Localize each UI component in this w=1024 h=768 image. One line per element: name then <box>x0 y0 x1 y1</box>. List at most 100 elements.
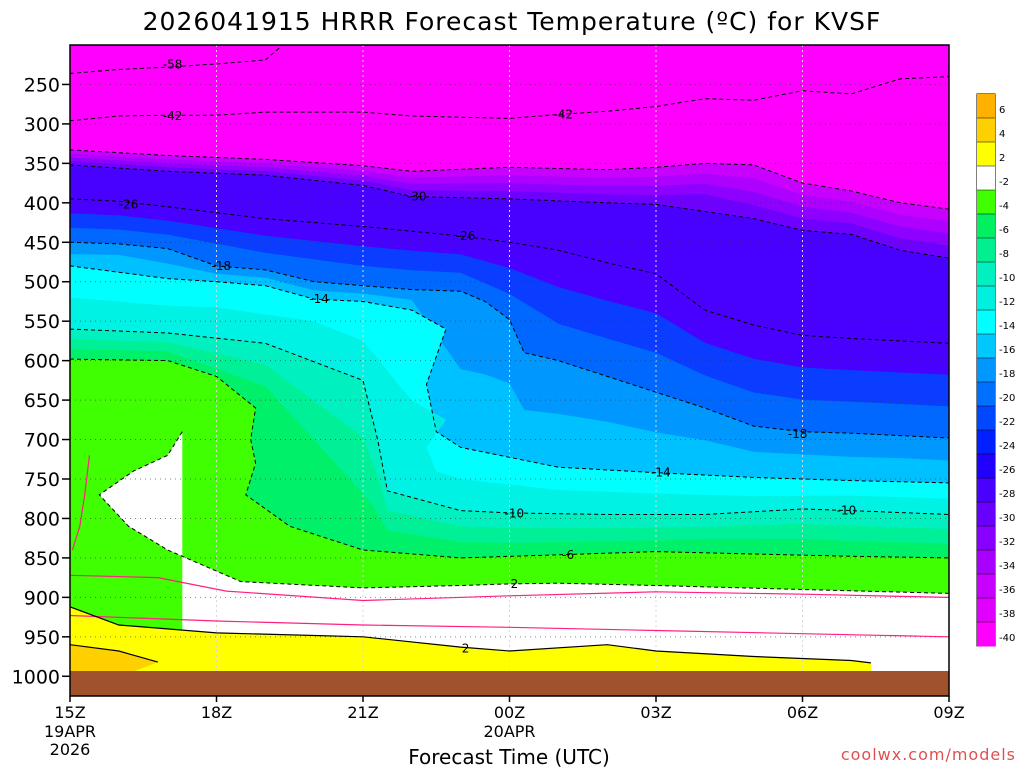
colorbar-label-3: -2 <box>999 177 1009 188</box>
y-tick-label-800: 800 <box>24 508 60 530</box>
colorbar-swatch-2 <box>977 142 995 167</box>
surface-isotherm-1 <box>70 644 159 663</box>
colorbar-swatch-21 <box>977 598 995 623</box>
y-tick-label-700: 700 <box>24 430 60 452</box>
colorbar-swatch-3 <box>977 166 995 191</box>
x-tick-date-0: 19APR <box>44 722 96 741</box>
x-tick-label-06Z: 06Z <box>787 703 818 722</box>
x-tick-label-09Z: 09Z <box>933 703 964 722</box>
colorbar-label-12: -20 <box>999 393 1015 404</box>
contour-label-11: -10 <box>837 504 857 518</box>
colorbar-label-1: 4 <box>999 129 1005 140</box>
surface-isotherm-0 <box>70 606 871 664</box>
isotherm-lines <box>70 47 949 664</box>
colorbar: 6 4 2 -2 -4 -6 -8 -10 -12 -14 -16 -18 -20 -22 -24 -26 -2… <box>976 93 1015 647</box>
contour-label-10: -10 <box>505 507 525 521</box>
colorbar-label-19: -34 <box>999 561 1015 572</box>
isotherm--6 <box>70 358 949 559</box>
contour-label-9: -14 <box>651 466 671 480</box>
colorbar-swatch-12 <box>977 382 995 407</box>
colorbar-swatch-18 <box>977 526 995 551</box>
isotherm-2 <box>98 431 949 594</box>
colorbar-swatch-22 <box>977 622 995 647</box>
contour-labels: -58 -42 -42 -30 -26 -26 -18 -14 -18 -14 -10 -10 -6 2 2 <box>119 58 857 656</box>
colorbar-swatch-15 <box>977 454 995 479</box>
x-tick-label-15Z: 15Z <box>54 703 85 722</box>
colorbar-label-15: -26 <box>999 465 1015 476</box>
colorbar-swatch-4 <box>977 190 995 215</box>
y-tick-label-900: 900 <box>24 587 60 609</box>
colorbar-label-16: -28 <box>999 489 1015 500</box>
x-tick-label-21Z: 21Z <box>347 703 378 722</box>
colorbar-swatch-1 <box>977 118 995 143</box>
contour-label-4: -26 <box>119 197 139 211</box>
colorbar-label-13: -22 <box>999 417 1015 428</box>
x-tick-label-00Z: 00Z <box>494 703 525 722</box>
colorbar-swatch-7 <box>977 262 995 287</box>
colorbar-label-2: 2 <box>999 153 1005 164</box>
colorbar-swatch-11 <box>977 358 995 383</box>
isotherm--38 <box>70 149 949 210</box>
y-tick-label-450: 450 <box>24 232 60 254</box>
contour-label-12: -6 <box>562 548 574 562</box>
colorbar-swatch-8 <box>977 286 995 311</box>
colorbar-label-11: -18 <box>999 369 1015 380</box>
y-tick-label-250: 250 <box>24 74 60 96</box>
band-restore-2 <box>99 431 949 696</box>
contour-label-2: -42 <box>553 107 573 121</box>
contour-label-14: 2 <box>462 642 470 656</box>
isotherm--42 <box>70 76 949 122</box>
colorbar-swatch-0 <box>977 94 995 119</box>
x-tick-year-0: 2026 <box>50 740 91 759</box>
contour-label-3: -30 <box>407 190 427 204</box>
colorbar-swatch-20 <box>977 574 995 599</box>
isotherm--30 <box>70 164 949 259</box>
y-tick-label-500: 500 <box>24 272 60 294</box>
colorbar-label-21: -38 <box>999 609 1015 620</box>
y-tick-label-1000: 1000 <box>12 666 60 688</box>
colorbar-label-18: -32 <box>999 537 1015 548</box>
freezing-line-1 <box>71 455 91 551</box>
x-tick-date-3: 20APR <box>483 722 535 741</box>
y-tick-label-600: 600 <box>24 351 60 373</box>
y-tick-label-950: 950 <box>24 627 60 649</box>
colorbar-label-4: -4 <box>999 201 1009 212</box>
colorbar-swatch-17 <box>977 502 995 527</box>
y-tick-label-750: 750 <box>24 469 60 491</box>
y-tick-label-550: 550 <box>24 311 60 333</box>
contour-label-5: -26 <box>456 229 476 243</box>
credit-link[interactable]: coolwx.com/models <box>841 745 1016 764</box>
colorbar-swatch-10 <box>977 334 995 359</box>
contour-label-13: 2 <box>511 577 519 591</box>
x-axis-label: Forecast Time (UTC) <box>408 745 610 768</box>
colorbar-label-22: -40 <box>999 633 1015 644</box>
contour-label-6: -18 <box>212 259 232 273</box>
y-tick-label-300: 300 <box>24 114 60 136</box>
freezing-line-0 <box>70 574 949 602</box>
ground-surface <box>70 671 949 696</box>
y-tick-label-650: 650 <box>24 390 60 412</box>
freezing-line-2 <box>70 614 949 638</box>
colorbar-swatch-19 <box>977 550 995 575</box>
colorbar-label-14: -24 <box>999 441 1015 452</box>
colorbar-label-10: -16 <box>999 345 1015 356</box>
contour-label-1: -42 <box>163 109 183 123</box>
colorbar-label-0: 6 <box>999 105 1005 116</box>
colorbar-swatch-14 <box>977 430 995 455</box>
chart-title: 2026041915 HRRR Forecast Temperature (ºC… <box>143 7 882 36</box>
plot-area: -58 -42 -42 -30 -26 -26 -18 -14 -18 -14 -10 -10 -6 2 2 <box>70 45 949 696</box>
colorbar-label-9: -14 <box>999 321 1015 332</box>
colorbar-swatch-9 <box>977 310 995 335</box>
colorbar-swatch-6 <box>977 238 995 263</box>
colorbar-label-20: -36 <box>999 585 1015 596</box>
isotherm--14 <box>70 265 949 484</box>
y-tick-label-400: 400 <box>24 193 60 215</box>
colorbar-label-7: -10 <box>999 273 1015 284</box>
colorbar-swatch-16 <box>977 478 995 503</box>
colorbar-swatch-5 <box>977 214 995 239</box>
colorbar-label-6: -8 <box>999 249 1009 260</box>
y-tick-label-350: 350 <box>24 153 60 175</box>
y-axis-ticks: 250 300 350 400 450 500 550 600 650 700 750 800 850 9… <box>12 74 70 688</box>
x-tick-label-03Z: 03Z <box>640 703 671 722</box>
